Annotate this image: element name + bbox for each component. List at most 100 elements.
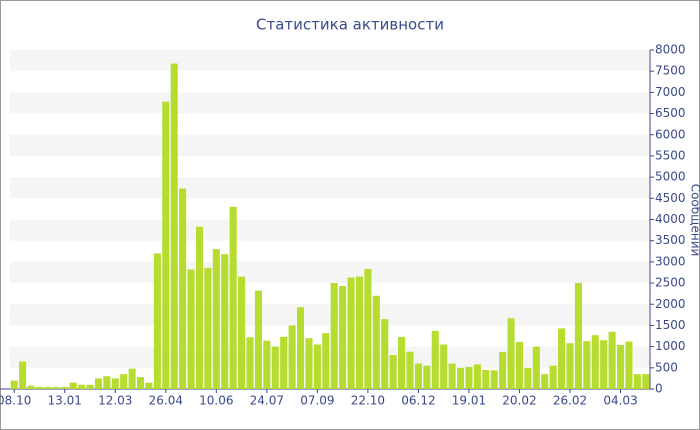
bar (78, 384, 86, 389)
x-tick-label: 22.10 (351, 394, 385, 408)
y-tick-label: 1500 (655, 318, 686, 332)
grid-band (10, 304, 650, 326)
y-tick-label: 2000 (655, 297, 686, 311)
bar (414, 363, 422, 389)
bar (136, 377, 145, 389)
bar (499, 352, 507, 389)
bar (625, 341, 633, 389)
bar (103, 376, 111, 389)
bar (296, 307, 305, 389)
y-tick-label: 7500 (655, 64, 686, 78)
bar (490, 370, 498, 389)
bar (591, 335, 599, 389)
y-tick-label: 5500 (655, 148, 686, 162)
y-tick-label: 500 (655, 360, 678, 374)
chart-title: Статистика активности (256, 16, 444, 34)
grid-band (10, 92, 650, 114)
grid-band (10, 261, 650, 284)
y-tick-label: 3000 (655, 254, 686, 268)
x-tick-label: 20.02 (502, 394, 536, 408)
x-tick-label: 10.06 (199, 394, 233, 408)
bar (212, 249, 220, 389)
grid-band (10, 346, 650, 368)
bar (330, 283, 338, 389)
bar (456, 367, 465, 389)
bar (398, 336, 406, 389)
bar (52, 386, 60, 389)
bar (61, 386, 69, 389)
y-tick-label: 2500 (655, 276, 686, 290)
bar (532, 346, 540, 389)
bar (364, 269, 372, 389)
bar (608, 331, 616, 389)
bar (423, 365, 431, 389)
x-tick-label: 13.01 (48, 394, 82, 408)
bar (94, 378, 102, 389)
x-tick-label: 26.02 (553, 394, 587, 408)
bar (406, 351, 414, 389)
bar (280, 336, 288, 389)
bar (482, 369, 490, 389)
bar (305, 338, 313, 389)
y-tick-label: 8000 (655, 43, 686, 57)
bar (170, 63, 178, 390)
bar (558, 328, 566, 389)
bar (541, 374, 549, 389)
bar (153, 253, 161, 389)
bar (381, 319, 389, 389)
y-tick-label: 4000 (655, 212, 686, 226)
bar (238, 276, 246, 389)
x-tick-label: 26.04 (149, 394, 183, 408)
bar (642, 374, 650, 389)
y-tick-label: 6500 (655, 106, 686, 120)
x-tick-label: 12.03 (98, 394, 132, 408)
bar (372, 295, 380, 389)
bar (633, 374, 641, 389)
y-tick-label: 1000 (655, 339, 686, 353)
bar (389, 355, 397, 389)
bar (515, 341, 524, 389)
bar (355, 276, 364, 389)
y-tick-label: 5000 (655, 170, 686, 184)
bar (347, 277, 355, 389)
grid-band (10, 219, 650, 241)
bar (19, 361, 27, 389)
x-tick-label: 19.01 (452, 394, 486, 408)
bar (583, 341, 591, 389)
bar (600, 340, 608, 389)
grid-band (10, 50, 650, 72)
bar (246, 337, 254, 389)
bar (221, 254, 229, 389)
bar (616, 344, 625, 389)
bar (120, 374, 128, 389)
bar (566, 343, 574, 389)
bar (187, 269, 195, 389)
x-tick-label: 08.10 (0, 394, 31, 408)
bar (111, 378, 119, 389)
bar (473, 364, 481, 389)
bar (524, 367, 532, 389)
bar (440, 344, 448, 389)
y-tick-label: 4500 (655, 191, 686, 205)
bar (574, 283, 582, 389)
bar (162, 101, 170, 389)
bar (313, 344, 321, 389)
y-tick-label: 6000 (655, 127, 686, 141)
x-tick-label: 07.09 (300, 394, 334, 408)
bar (229, 206, 237, 389)
bar (44, 386, 52, 389)
bar (195, 226, 204, 389)
bar (263, 340, 271, 389)
bar (254, 290, 262, 389)
bar (145, 382, 153, 389)
bar (465, 366, 473, 389)
x-tick-label: 24.07 (250, 394, 284, 408)
x-tick-label: 06.12 (401, 394, 435, 408)
bar (431, 330, 439, 389)
bar (288, 325, 296, 389)
bar (86, 384, 94, 389)
bar (179, 188, 187, 389)
x-tick-label: 04.03 (603, 394, 637, 408)
bar (69, 382, 77, 389)
